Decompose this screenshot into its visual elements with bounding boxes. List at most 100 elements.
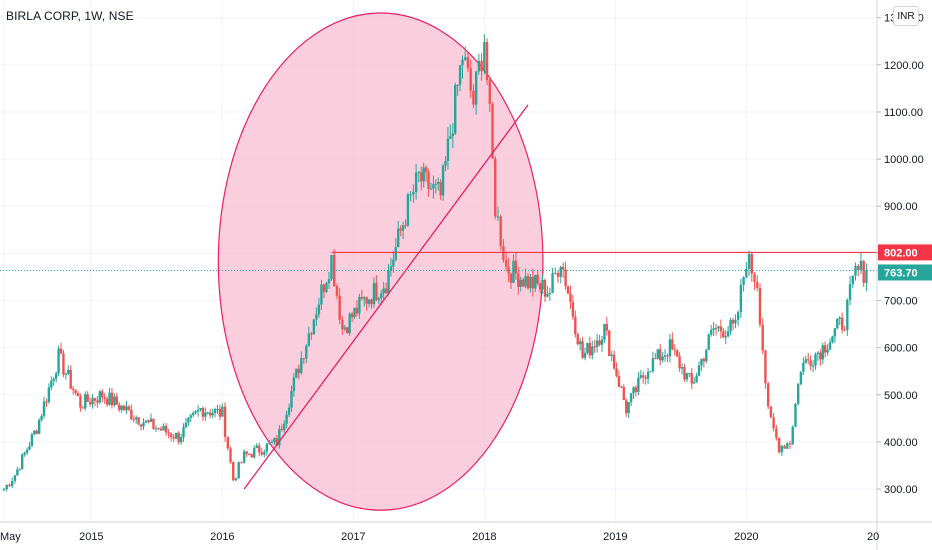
candle-body bbox=[702, 358, 706, 362]
candle-body bbox=[139, 424, 143, 427]
candle-body bbox=[840, 317, 844, 330]
candle-body bbox=[348, 313, 351, 334]
candle-body bbox=[263, 451, 266, 455]
candle-body bbox=[358, 297, 361, 314]
candle-body bbox=[5, 484, 8, 490]
candle-body bbox=[196, 409, 200, 412]
candle-body bbox=[88, 401, 92, 405]
candle-body bbox=[113, 396, 116, 406]
candle-body bbox=[772, 417, 775, 429]
candle-body bbox=[182, 427, 185, 438]
candle-body bbox=[315, 314, 318, 320]
candle-body bbox=[101, 391, 104, 398]
candle-body bbox=[67, 369, 70, 374]
candle-body bbox=[709, 330, 713, 335]
candle-body bbox=[444, 160, 447, 166]
candle-body bbox=[538, 283, 542, 290]
candle-body bbox=[42, 401, 46, 417]
candle-body bbox=[384, 288, 388, 294]
candle-body bbox=[417, 172, 421, 174]
candle-body bbox=[474, 71, 478, 105]
candle-body bbox=[105, 398, 109, 405]
candle-body bbox=[211, 413, 214, 416]
candle-body bbox=[420, 172, 423, 182]
trend-line bbox=[243, 104, 529, 490]
candle-body bbox=[28, 446, 31, 450]
candle-body bbox=[325, 283, 328, 292]
candle-body bbox=[753, 273, 756, 283]
candle-body bbox=[685, 373, 689, 380]
candle-body bbox=[546, 293, 549, 297]
candle-body bbox=[637, 377, 640, 393]
candle-body bbox=[278, 428, 281, 446]
candle-body bbox=[93, 398, 97, 401]
candle-body bbox=[127, 406, 131, 410]
candle-body bbox=[576, 334, 579, 345]
candle-body bbox=[514, 260, 518, 274]
candle-body bbox=[806, 359, 810, 361]
candle-body bbox=[821, 345, 824, 360]
candle-body bbox=[561, 266, 565, 270]
candle-body bbox=[409, 194, 412, 196]
candle-body bbox=[37, 419, 41, 434]
candle-body bbox=[10, 481, 14, 486]
candle-body bbox=[750, 254, 753, 274]
candle-body bbox=[432, 184, 435, 189]
candle-body bbox=[591, 346, 594, 356]
candle-body bbox=[297, 368, 300, 374]
candle-body bbox=[556, 272, 560, 277]
candle-body bbox=[610, 354, 613, 356]
candle-body bbox=[375, 283, 378, 300]
candle-body bbox=[671, 339, 674, 350]
candle-body bbox=[700, 358, 703, 366]
candle-body bbox=[270, 441, 274, 443]
candle-body bbox=[258, 445, 261, 453]
candle-body bbox=[846, 299, 849, 331]
y-tick-label: 400.00 bbox=[884, 437, 918, 449]
candle-body bbox=[401, 225, 405, 231]
candle-body bbox=[152, 418, 155, 429]
candle-body bbox=[392, 259, 395, 267]
x-tick-label: 2015 bbox=[79, 531, 103, 543]
candle-body bbox=[843, 329, 846, 331]
candle-body bbox=[548, 293, 552, 295]
currency-button[interactable]: INR bbox=[893, 6, 919, 26]
candle-body bbox=[98, 391, 102, 403]
candle-body bbox=[595, 340, 599, 347]
candle-body bbox=[216, 408, 219, 410]
candles bbox=[2, 34, 868, 492]
candle-body bbox=[300, 358, 303, 374]
x-tick-label: 2019 bbox=[603, 531, 627, 543]
candle-body bbox=[125, 406, 128, 411]
candle-body bbox=[287, 407, 291, 415]
candle-body bbox=[234, 478, 238, 481]
candle-body bbox=[350, 313, 354, 318]
candle-body bbox=[802, 362, 805, 372]
candle-body bbox=[719, 326, 723, 332]
candle-body bbox=[796, 384, 800, 404]
candle-body bbox=[253, 447, 256, 458]
y-tick-label: 500.00 bbox=[884, 390, 918, 402]
candle-body bbox=[54, 373, 58, 379]
candle-body bbox=[8, 484, 11, 486]
candle-body bbox=[663, 355, 667, 357]
candle-body bbox=[605, 323, 609, 331]
candle-body bbox=[692, 381, 696, 384]
candle-body bbox=[745, 268, 748, 278]
candle-body bbox=[47, 387, 51, 402]
candle-body bbox=[788, 443, 792, 445]
candle-body bbox=[472, 90, 475, 105]
candle-body bbox=[187, 417, 190, 423]
last-price-label-bg bbox=[878, 264, 932, 281]
candle-body bbox=[64, 373, 68, 375]
candle-body bbox=[389, 266, 393, 271]
candle-body bbox=[343, 327, 347, 330]
candle-body bbox=[524, 276, 527, 287]
candle-body bbox=[622, 387, 626, 401]
candle-body bbox=[355, 307, 359, 314]
candle-body bbox=[529, 276, 532, 289]
candle-body bbox=[226, 437, 229, 449]
